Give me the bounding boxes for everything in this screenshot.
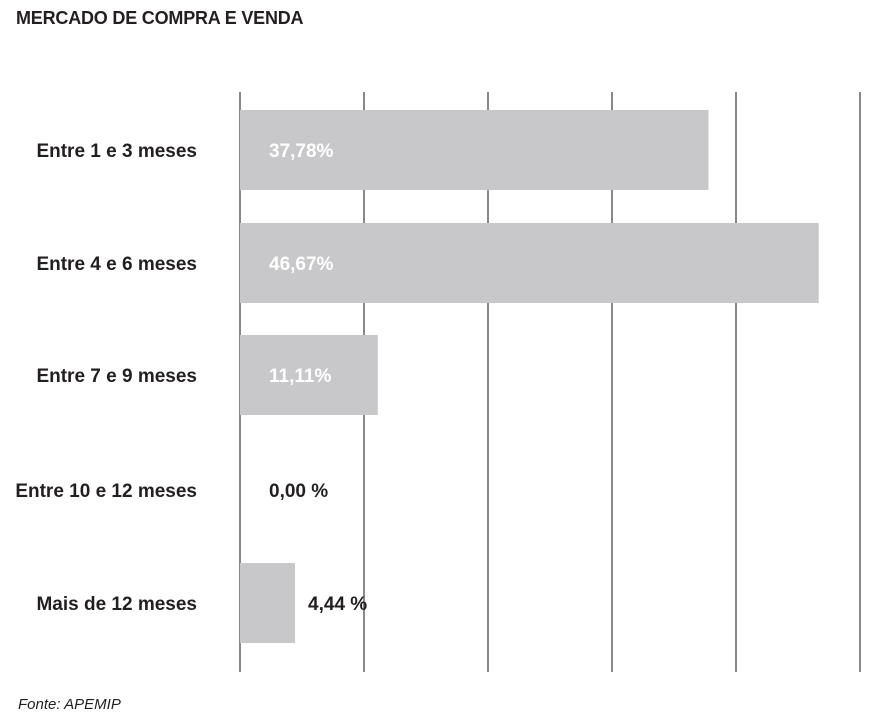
bar: [240, 335, 378, 415]
category-label: Entre 7 e 9 meses: [36, 366, 197, 387]
bar: [240, 223, 819, 303]
bar: [240, 110, 709, 190]
bar: [240, 563, 296, 643]
category-label: Entre 1 e 3 meses: [36, 141, 197, 162]
data-label: 37,78%: [269, 141, 334, 162]
bars: [240, 110, 819, 643]
category-label: Entre 10 e 12 meses: [15, 481, 197, 502]
labels: Entre 1 e 3 meses 37,78% Entre 4 e 6 meses…: [15, 141, 367, 615]
data-label: 0,00 %: [269, 481, 328, 502]
category-label: Mais de 12 meses: [36, 594, 197, 615]
data-label: 11,11%: [269, 366, 331, 387]
data-label: 4,44 %: [308, 594, 367, 615]
chart-title: MERCADO DE COMPRA E VENDA: [16, 8, 304, 28]
source-note: Fonte: APEMIP: [18, 696, 121, 713]
category-label: Entre 4 e 6 meses: [36, 254, 197, 275]
data-label: 46,67%: [269, 254, 334, 275]
